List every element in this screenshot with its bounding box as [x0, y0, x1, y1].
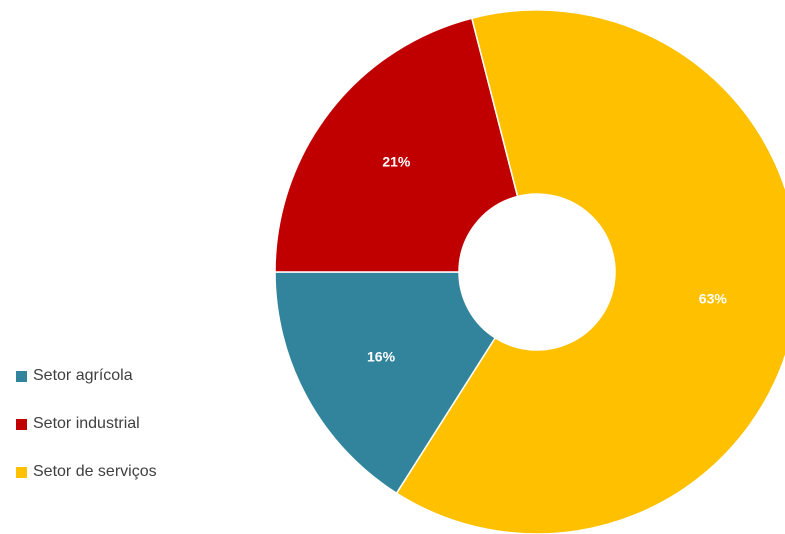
slice-label-setor-de-servicos: 63% — [699, 291, 728, 307]
slice-labels-group: 16% 21% 63% — [367, 154, 727, 365]
legend-swatch-setor-agricola — [16, 370, 27, 382]
legend-label-setor-de-servicos: Setor de serviços — [33, 463, 157, 480]
legend: Setor agrícola Setor industrial Setor de… — [16, 364, 157, 508]
legend-item-setor-agricola: Setor agrícola — [16, 364, 157, 388]
slice-label-setor-agricola: 16% — [367, 348, 396, 364]
legend-item-setor-industrial: Setor industrial — [16, 412, 157, 436]
legend-swatch-setor-industrial — [16, 418, 27, 430]
slices-group — [274, 9, 785, 534]
slice-setor-agricola — [274, 271, 497, 495]
slice-setor-de-servicos — [395, 9, 785, 534]
legend-label-setor-agricola: Setor agrícola — [33, 367, 133, 384]
legend-label-setor-industrial: Setor industrial — [33, 415, 140, 432]
legend-swatch-setor-de-servicos — [16, 466, 27, 478]
slice-setor-industrial — [274, 17, 519, 273]
legend-item-setor-de-servicos: Setor de serviços — [16, 460, 157, 484]
slice-label-setor-industrial: 21% — [382, 154, 411, 170]
